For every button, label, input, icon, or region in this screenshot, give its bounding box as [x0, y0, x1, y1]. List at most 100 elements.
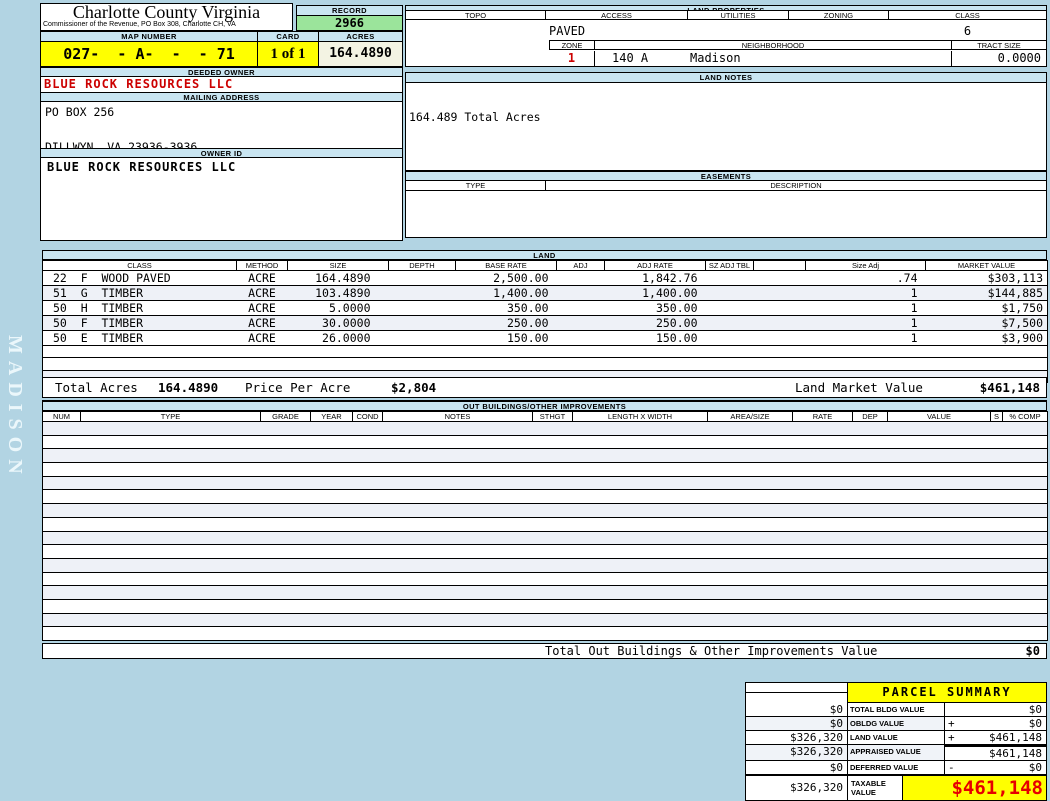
ob-empty-row — [42, 435, 1048, 450]
ob-empty-row — [42, 476, 1048, 491]
land-col-market-value: MARKET VALUE — [925, 260, 1048, 271]
row-operator: + — [948, 717, 955, 730]
zone-value: 1 — [549, 51, 595, 66]
ob-col-year: YEAR — [310, 411, 353, 422]
acres-value: 164.4890 — [318, 41, 403, 67]
parcel-summary-corner — [746, 683, 848, 703]
class-header: CLASS — [888, 10, 1047, 20]
land-row: 50 E TIMBER ACRE 26.0000 150.00 150.00 1 $3,90… — [42, 330, 1048, 346]
land-header-row: CLASS METHOD SIZE DEPTH BASE RATE ADJ AD… — [42, 260, 1048, 271]
row-value: $0 — [945, 703, 1046, 717]
deeded-owner-value: BLUE ROCK RESOURCES LLC — [40, 76, 403, 93]
row-value: + $0 — [945, 717, 1046, 731]
ob-col-cond: COND — [352, 411, 383, 422]
ob-empty-row — [42, 462, 1048, 477]
out-buildings-total-label: Total Out Buildings & Other Improvements… — [545, 644, 878, 658]
row-label: APPRAISED VALUE — [848, 745, 945, 761]
taxable-value: $461,148 — [903, 776, 1046, 800]
land-row: 50 F TIMBER ACRE 30.0000 250.00 250.00 1 $7,50… — [42, 315, 1048, 331]
land-col-method: METHOD — [236, 260, 288, 271]
land-col-depth: DEPTH — [388, 260, 456, 271]
land-col-blank — [753, 260, 806, 271]
land-col-size-adj: Size Adj — [805, 260, 926, 271]
parcel-summary: PARCEL SUMMARY $0 TOTAL BLDG VALUE $0 $0… — [745, 682, 1047, 801]
neighborhood-code: 140 A — [612, 51, 649, 65]
ob-col-s: S — [990, 411, 1003, 422]
card-value: 1 of 1 — [257, 41, 319, 67]
owner-id-value: BLUE ROCK RESOURCES LLC — [40, 157, 403, 241]
prior-value: $326,320 — [746, 745, 848, 761]
ob-empty-row — [42, 448, 1048, 464]
record-number: 2966 — [296, 15, 403, 31]
row-value: - $0 — [945, 761, 1046, 775]
summary-row-total-bldg: $0 TOTAL BLDG VALUE $0 — [746, 703, 1046, 717]
out-buildings-section: OUT BUILDINGS/OTHER IMPROVEMENTS NUM TYP… — [42, 400, 1048, 641]
ob-empty-row — [42, 626, 1048, 641]
county-title: Charlotte County Virginia — [72, 2, 261, 22]
land-row: 50 H TIMBER ACRE 5.0000 350.00 350.00 1 $1,750 — [42, 300, 1048, 316]
topo-header: TOPO — [405, 10, 546, 20]
tract-size-value: 0.0000 — [951, 51, 1041, 66]
zone-label: ZONE — [549, 40, 595, 50]
out-buildings-total-value: $0 — [1025, 644, 1040, 658]
prior-value: $0 — [746, 761, 848, 775]
ob-empty-row — [42, 517, 1048, 532]
summary-row-land-value: $326,320 LAND VALUE + $461,148 — [746, 731, 1046, 745]
ob-col-num: NUM — [42, 411, 81, 422]
neighborhood-name: Madison — [690, 51, 741, 65]
ob-col-dep: DEP — [852, 411, 888, 422]
access-value: PAVED — [549, 24, 586, 38]
total-acres-label: Total Acres — [55, 380, 138, 395]
land-section: LAND CLASS METHOD SIZE DEPTH BASE RATE A… — [42, 250, 1048, 383]
out-buildings-total-row: Total Out Buildings & Other Improvements… — [42, 643, 1047, 659]
land-row: 22 F WOOD PAVED ACRE 164.4890 2,500.00 1,842… — [42, 270, 1048, 286]
mailing-address: PO BOX 256 DILLWYN, VA 23936-3936 — [40, 101, 403, 154]
land-market-value: $461,148 — [979, 380, 1040, 395]
land-market-value-label: Land Market Value — [795, 380, 923, 395]
price-per-acre-label: Price Per Acre — [245, 380, 351, 395]
zoning-header: ZONING — [788, 10, 889, 20]
land-empty-row — [42, 345, 1048, 359]
access-header: ACCESS — [545, 10, 688, 20]
prior-value: $0 — [746, 703, 848, 717]
easements-box — [405, 190, 1047, 238]
prior-value: $0 — [746, 717, 848, 731]
summary-row-taxable: $326,320 TAXABLE VALUE $461,148 — [746, 775, 1046, 800]
taxable-label: TAXABLE VALUE — [848, 776, 903, 800]
land-title: LAND — [42, 250, 1047, 260]
total-acres-value: 164.4890 — [158, 380, 219, 395]
ob-empty-row — [42, 599, 1048, 614]
land-empty-row — [42, 357, 1048, 371]
ob-col-sthgt: STHGT — [532, 411, 573, 422]
ob-col-area-size: AREA/SIZE — [707, 411, 793, 422]
summary-row-deferred: $0 DEFERRED VALUE - $0 — [746, 761, 1046, 775]
land-table: CLASS METHOD SIZE DEPTH BASE RATE ADJ AD… — [42, 260, 1048, 383]
land-notes-value: 164.489 Total Acres — [405, 82, 1047, 171]
row-label: TOTAL BLDG VALUE — [848, 703, 945, 717]
commissioner-line: Commissioner of the Revenue, PO Box 308,… — [43, 21, 236, 28]
ob-empty-row — [42, 544, 1048, 559]
price-per-acre-value: $2,804 — [391, 380, 437, 395]
out-buildings-table: NUM TYPE GRADE YEAR COND NOTES STHGT LEN… — [42, 411, 1048, 641]
ob-empty-row — [42, 585, 1048, 600]
land-col-class: CLASS — [42, 260, 237, 271]
ob-empty-row — [42, 558, 1048, 573]
row-label: LAND VALUE — [848, 731, 945, 745]
ob-col-notes: NOTES — [382, 411, 533, 422]
land-col-size: SIZE — [287, 260, 389, 271]
land-row: 51 G TIMBER ACRE 103.4890 1,400.00 1,400.00 1… — [42, 285, 1048, 301]
ob-empty-row — [42, 613, 1048, 628]
ob-col-grade: GRADE — [260, 411, 311, 422]
row-operator: + — [948, 731, 955, 744]
land-col-sz-adj-tbl: SZ ADJ TBL — [705, 260, 754, 271]
ob-empty-row — [42, 421, 1048, 436]
land-col-adj-rate: ADJ RATE — [604, 260, 706, 271]
ob-empty-row — [42, 572, 1048, 587]
prior-value: $326,320 — [746, 731, 848, 745]
row-value: + $461,148 — [945, 731, 1046, 745]
ob-col-rate: RATE — [792, 411, 853, 422]
out-buildings-header-row: NUM TYPE GRADE YEAR COND NOTES STHGT LEN… — [42, 411, 1048, 422]
district-watermark: MADISON — [4, 335, 26, 481]
land-col-base-rate: BASE RATE — [455, 260, 557, 271]
